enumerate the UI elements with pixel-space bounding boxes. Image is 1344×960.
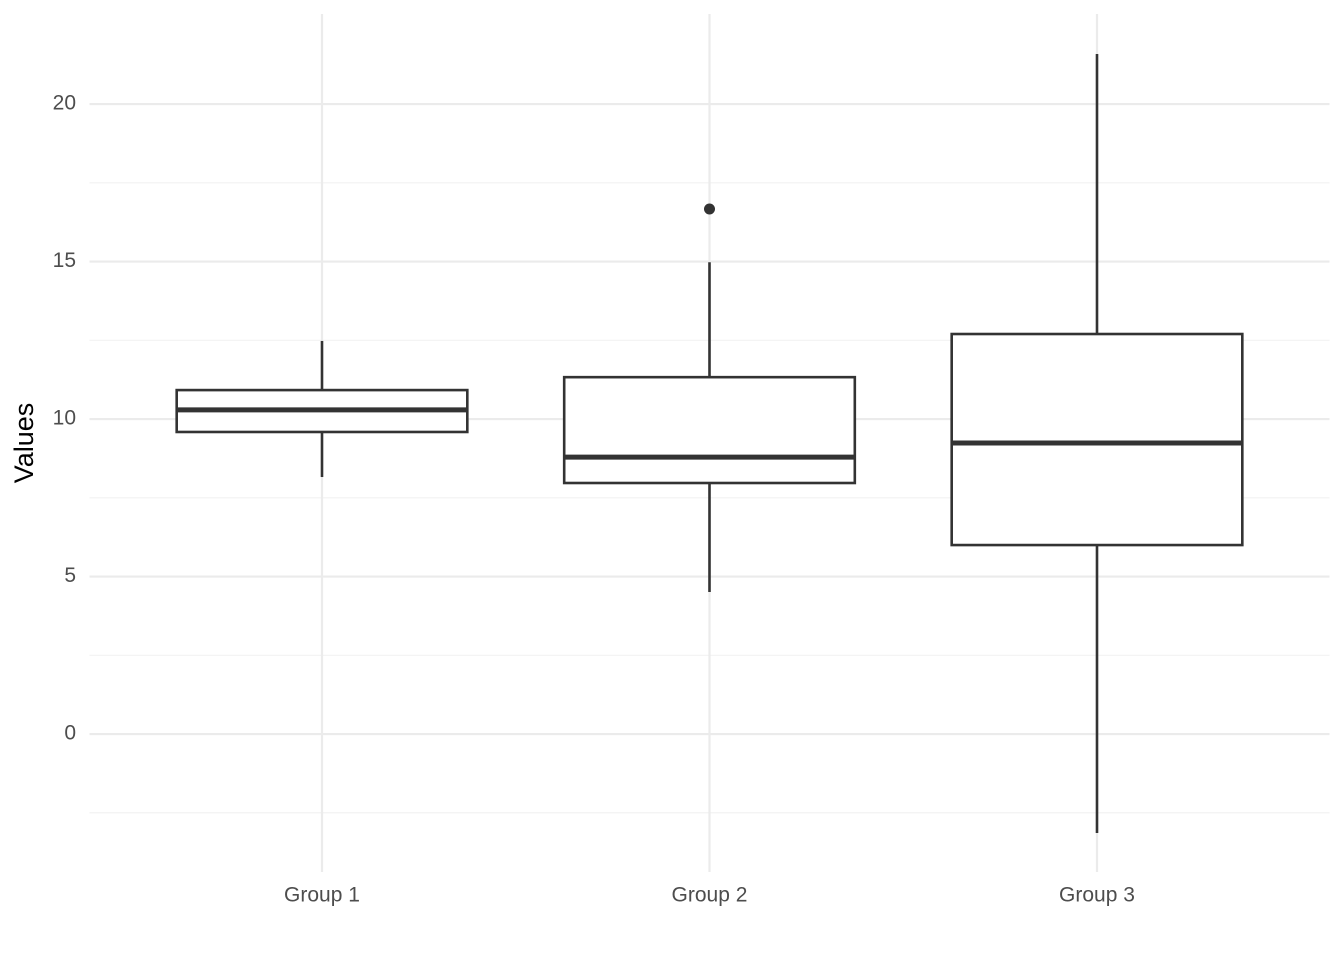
y-tick-label: 20 — [53, 92, 76, 115]
y-tick-label: 5 — [64, 564, 76, 587]
x-tick-label: Group 3 — [1059, 884, 1135, 907]
x-tick-label: Group 2 — [672, 884, 748, 907]
x-tick-label: Group 1 — [284, 884, 360, 907]
outlier — [704, 203, 715, 215]
y-tick-label: 15 — [53, 249, 76, 272]
y-tick-label: 10 — [53, 407, 76, 430]
y-axis-title: Values — [9, 403, 39, 484]
box — [950, 332, 1244, 547]
y-tick-label: 0 — [64, 722, 76, 745]
box — [562, 375, 857, 485]
